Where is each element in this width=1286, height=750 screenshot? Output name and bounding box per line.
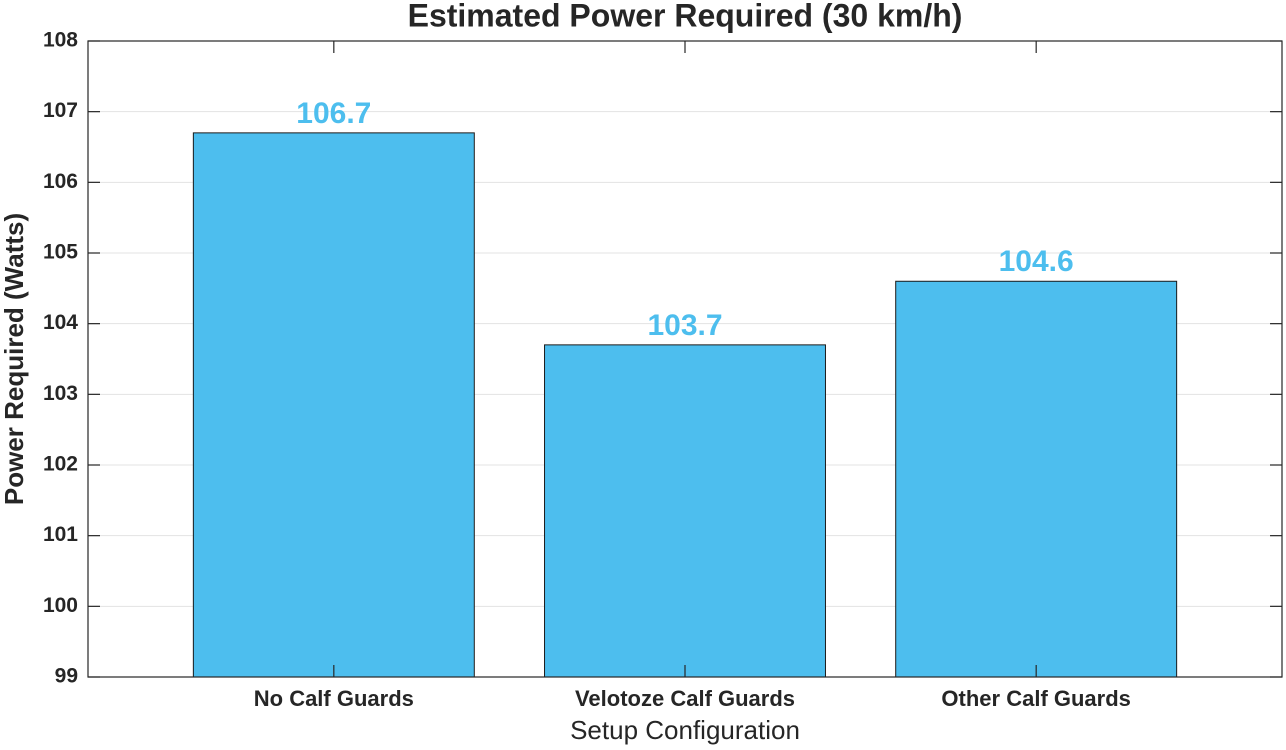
value-label: 103.7 <box>647 309 722 342</box>
y-tick-label: 102 <box>43 453 78 476</box>
value-label: 106.7 <box>296 97 371 130</box>
value-label: 104.6 <box>999 245 1074 278</box>
plot: 99 100 101 102 103 104 105 106 107 108 No Calf Gua… <box>43 29 1282 711</box>
y-tick-label: 106 <box>43 170 78 193</box>
x-tick-label: Velotoze Calf Guards <box>575 686 795 711</box>
bar <box>192 132 475 678</box>
y-tick-label: 104 <box>43 311 78 334</box>
x-tick-label: No Calf Guards <box>254 686 414 711</box>
y-tick-label: 99 <box>55 665 78 688</box>
axes-box <box>87 40 1283 678</box>
y-tick-label: 107 <box>43 99 78 122</box>
y-tick-label: 108 <box>43 29 78 52</box>
chart-title: Estimated Power Required (30 km/h) <box>408 0 963 33</box>
bar <box>544 344 826 678</box>
bar <box>895 280 1178 678</box>
y-tick-label: 101 <box>43 523 78 546</box>
y-tick-label: 105 <box>43 241 78 264</box>
y-axis-label: Power Required (Watts) <box>0 213 29 505</box>
x-tick-label: Other Calf Guards <box>941 686 1130 711</box>
y-tick-label: 100 <box>43 594 78 617</box>
x-axis-label: Setup Configuration <box>570 715 800 745</box>
y-tick-label: 103 <box>43 382 78 405</box>
